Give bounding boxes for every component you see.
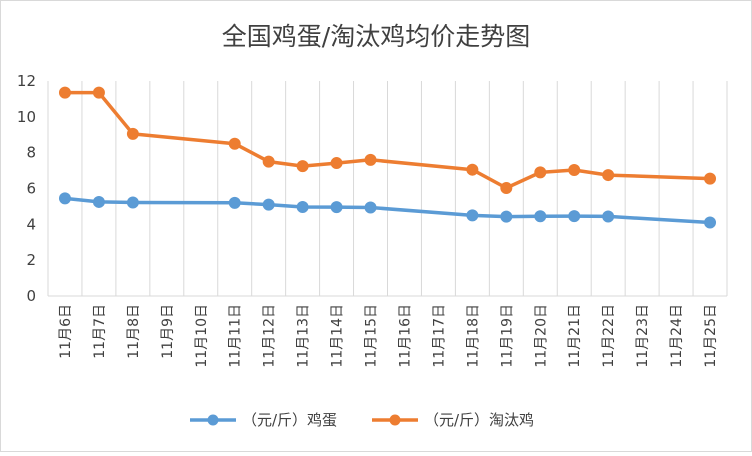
data-point <box>262 198 275 211</box>
data-point <box>534 166 547 179</box>
y-tick-label: 8 <box>26 144 36 162</box>
x-tick-label: 11月6日 <box>58 304 74 359</box>
data-point <box>568 164 581 177</box>
legend: （元/斤）鸡蛋 （元/斤）淘汰鸡 <box>190 411 534 429</box>
data-point <box>92 195 105 208</box>
data-point <box>228 137 241 150</box>
x-tick-label: 11月15日 <box>364 304 380 368</box>
x-tick-label: 11月22日 <box>601 304 617 368</box>
x-tick-label: 11月18日 <box>465 304 481 368</box>
x-tick-label: 11月11日 <box>228 304 244 368</box>
data-point <box>568 210 581 223</box>
x-tick-label: 11月20日 <box>533 304 549 368</box>
legend-label: （元/斤）淘汰鸡 <box>424 411 534 429</box>
legend-swatch-marker <box>207 414 219 426</box>
x-tick-label: 11月10日 <box>194 304 210 368</box>
x-tick-label: 11月24日 <box>669 304 685 368</box>
data-point <box>704 172 717 185</box>
x-tick-label: 11月17日 <box>431 304 447 368</box>
y-tick-label: 12 <box>17 72 36 90</box>
data-point <box>296 200 309 213</box>
data-point <box>466 163 479 176</box>
data-point <box>364 201 377 214</box>
data-point <box>602 169 615 182</box>
data-point <box>58 86 71 99</box>
data-point <box>126 196 139 209</box>
data-point <box>466 209 479 222</box>
data-point <box>228 196 241 209</box>
data-point <box>296 160 309 173</box>
data-point <box>330 157 343 170</box>
data-point <box>364 153 377 166</box>
x-tick-label: 11月7日 <box>92 304 108 359</box>
data-point <box>126 127 139 140</box>
x-tick-label: 11月16日 <box>397 304 413 368</box>
x-tick-label: 11月9日 <box>160 304 176 359</box>
y-tick-label: 10 <box>17 108 36 126</box>
grid-layer <box>47 81 728 296</box>
data-point <box>500 210 513 223</box>
x-tick-label: 11月14日 <box>330 304 346 368</box>
y-tick-label: 0 <box>26 287 36 305</box>
x-tick-label: 11月12日 <box>262 304 278 368</box>
axis-layer: 0 2 4 6 8 10 12 11月6日 11月7日 11月8日 11月9日 11月10日 11月11… <box>17 72 727 368</box>
data-point <box>602 210 615 223</box>
data-point <box>262 155 275 168</box>
data-point <box>534 210 547 223</box>
x-tick-label: 11月13日 <box>296 304 312 368</box>
legend-swatch-marker <box>389 414 401 426</box>
data-point <box>92 86 105 99</box>
x-tick-label: 11月19日 <box>499 304 515 368</box>
data-point <box>500 181 513 194</box>
y-tick-label: 6 <box>26 180 36 198</box>
chart-title: 全国鸡蛋/淘汰鸡均价走势图 <box>222 22 530 51</box>
legend-label: （元/斤）鸡蛋 <box>242 411 337 429</box>
data-point <box>704 216 717 229</box>
x-tick-label: 11月21日 <box>567 304 583 368</box>
x-tick-label: 11月25日 <box>703 304 719 368</box>
x-tick-label: 11月23日 <box>635 304 651 368</box>
y-tick-label: 4 <box>26 215 36 233</box>
series-layer <box>58 86 717 229</box>
y-tick-label: 2 <box>26 251 36 269</box>
data-point <box>330 201 343 214</box>
x-tick-label: 11月8日 <box>126 304 142 359</box>
data-point <box>58 192 71 205</box>
